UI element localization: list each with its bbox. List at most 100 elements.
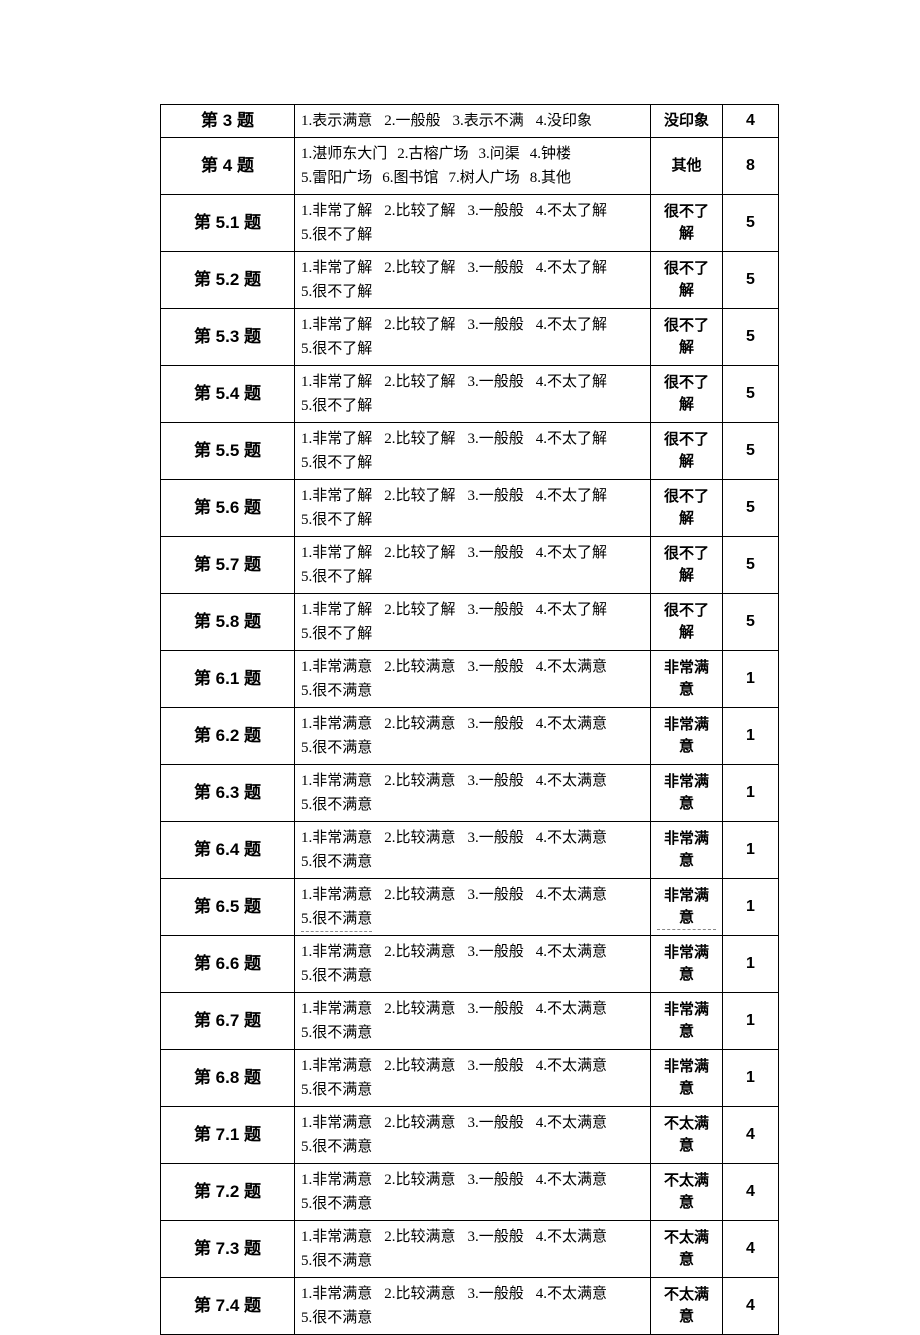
question-number: 第 7.3 题 — [161, 1221, 295, 1278]
question-number: 第 5.8 题 — [161, 594, 295, 651]
question-number: 第 6.2 题 — [161, 708, 295, 765]
question-number: 第 6.3 题 — [161, 765, 295, 822]
table-row: 第 7.1 题1.非常满意2.比较满意3.一般般4.不太满意5.很不满意不太满意… — [161, 1107, 779, 1164]
question-options: 1.非常了解2.比较了解3.一般般4.不太了解5.很不了解 — [295, 423, 651, 480]
answer-text: 很不了解 — [651, 423, 723, 480]
question-number: 第 5.1 题 — [161, 195, 295, 252]
question-options: 1.非常了解2.比较了解3.一般般4.不太了解5.很不了解 — [295, 366, 651, 423]
answer-text: 非常满意 — [651, 651, 723, 708]
table-row: 第 6.8 题1.非常满意2.比较满意3.一般般4.不太满意5.很不满意非常满意… — [161, 1050, 779, 1107]
answer-code: 5 — [723, 537, 779, 594]
question-options: 1.非常满意2.比较满意3.一般般4.不太满意5.很不满意 — [295, 993, 651, 1050]
question-number: 第 3 题 — [161, 105, 295, 138]
question-options: 1.非常满意2.比较满意3.一般般4.不太满意5.很不满意 — [295, 1221, 651, 1278]
table-row: 第 5.2 题1.非常了解2.比较了解3.一般般4.不太了解5.很不了解很不了解… — [161, 252, 779, 309]
answer-text: 非常满意 — [651, 822, 723, 879]
question-number: 第 6.8 题 — [161, 1050, 295, 1107]
table-row: 第 6.5 题1.非常满意2.比较满意3.一般般4.不太满意5.很不满意非常满意… — [161, 879, 779, 936]
answer-code: 8 — [723, 138, 779, 195]
table-row: 第 7.2 题1.非常满意2.比较满意3.一般般4.不太满意5.很不满意不太满意… — [161, 1164, 779, 1221]
table-row: 第 5.8 题1.非常了解2.比较了解3.一般般4.不太了解5.很不了解很不了解… — [161, 594, 779, 651]
answer-code: 1 — [723, 765, 779, 822]
document-page: 第 3 题1.表示满意2.一般般3.表示不满4.没印象没印象4第 4 题1.湛师… — [0, 0, 920, 1335]
question-number: 第 7.1 题 — [161, 1107, 295, 1164]
answer-text: 很不了解 — [651, 594, 723, 651]
question-options: 1.非常了解2.比较了解3.一般般4.不太了解5.很不了解 — [295, 309, 651, 366]
answer-code: 4 — [723, 1164, 779, 1221]
table-row: 第 6.2 题1.非常满意2.比较满意3.一般般4.不太满意5.很不满意非常满意… — [161, 708, 779, 765]
answer-text: 很不了解 — [651, 537, 723, 594]
answer-text: 不太满意 — [651, 1278, 723, 1335]
answer-code: 5 — [723, 252, 779, 309]
answer-text: 非常满意 — [651, 936, 723, 993]
table-row: 第 5.3 题1.非常了解2.比较了解3.一般般4.不太了解5.很不了解很不了解… — [161, 309, 779, 366]
question-options: 1.非常满意2.比较满意3.一般般4.不太满意5.很不满意 — [295, 1278, 651, 1335]
question-number: 第 6.6 题 — [161, 936, 295, 993]
question-number: 第 5.3 题 — [161, 309, 295, 366]
question-options: 1.非常满意2.比较满意3.一般般4.不太满意5.很不满意 — [295, 708, 651, 765]
question-options: 1.非常满意2.比较满意3.一般般4.不太满意5.很不满意 — [295, 651, 651, 708]
answer-code: 1 — [723, 936, 779, 993]
question-number: 第 5.7 题 — [161, 537, 295, 594]
table-row: 第 5.1 题1.非常了解2.比较了解3.一般般4.不太了解5.很不了解很不了解… — [161, 195, 779, 252]
answer-code: 4 — [723, 1278, 779, 1335]
answer-text: 不太满意 — [651, 1164, 723, 1221]
answer-text: 非常满意 — [651, 993, 723, 1050]
question-number: 第 6.4 题 — [161, 822, 295, 879]
table-row: 第 5.6 题1.非常了解2.比较了解3.一般般4.不太了解5.很不了解很不了解… — [161, 480, 779, 537]
answer-code: 5 — [723, 366, 779, 423]
question-options: 1.非常了解2.比较了解3.一般般4.不太了解5.很不了解 — [295, 594, 651, 651]
table-row: 第 5.7 题1.非常了解2.比较了解3.一般般4.不太了解5.很不了解很不了解… — [161, 537, 779, 594]
table-row: 第 5.4 题1.非常了解2.比较了解3.一般般4.不太了解5.很不了解很不了解… — [161, 366, 779, 423]
question-number: 第 5.5 题 — [161, 423, 295, 480]
question-options: 1.非常了解2.比较了解3.一般般4.不太了解5.很不了解 — [295, 252, 651, 309]
answer-code: 4 — [723, 1107, 779, 1164]
question-number: 第 7.4 题 — [161, 1278, 295, 1335]
question-options: 1.非常满意2.比较满意3.一般般4.不太满意5.很不满意 — [295, 822, 651, 879]
answer-text: 很不了解 — [651, 195, 723, 252]
question-options: 1.非常满意2.比较满意3.一般般4.不太满意5.很不满意 — [295, 1164, 651, 1221]
answer-code: 1 — [723, 993, 779, 1050]
question-number: 第 6.5 题 — [161, 879, 295, 936]
table-row: 第 7.3 题1.非常满意2.比较满意3.一般般4.不太满意5.很不满意不太满意… — [161, 1221, 779, 1278]
question-number: 第 6.1 题 — [161, 651, 295, 708]
question-options: 1.非常满意2.比较满意3.一般般4.不太满意5.很不满意 — [295, 1050, 651, 1107]
answer-code: 1 — [723, 708, 779, 765]
answer-text: 非常满意 — [651, 765, 723, 822]
answer-code: 5 — [723, 423, 779, 480]
question-options: 1.非常满意2.比较满意3.一般般4.不太满意5.很不满意 — [295, 936, 651, 993]
question-number: 第 4 题 — [161, 138, 295, 195]
question-options: 1.非常满意2.比较满意3.一般般4.不太满意5.很不满意 — [295, 765, 651, 822]
answer-text: 非常满意 — [651, 1050, 723, 1107]
answer-text: 非常满意 — [651, 879, 723, 936]
question-options: 1.非常满意2.比较满意3.一般般4.不太满意5.很不满意 — [295, 1107, 651, 1164]
table-row: 第 4 题1.湛师东大门2.古榕广场3.问渠4.钟楼5.雷阳广场6.图书馆7.树… — [161, 138, 779, 195]
question-options: 1.表示满意2.一般般3.表示不满4.没印象 — [295, 105, 651, 138]
question-number: 第 5.4 题 — [161, 366, 295, 423]
question-options: 1.非常了解2.比较了解3.一般般4.不太了解5.很不了解 — [295, 480, 651, 537]
answer-code: 1 — [723, 822, 779, 879]
answer-code: 5 — [723, 594, 779, 651]
answer-text: 很不了解 — [651, 480, 723, 537]
table-row: 第 6.4 题1.非常满意2.比较满意3.一般般4.不太满意5.很不满意非常满意… — [161, 822, 779, 879]
answer-text: 没印象 — [651, 105, 723, 138]
answer-code: 1 — [723, 1050, 779, 1107]
question-options: 1.非常了解2.比较了解3.一般般4.不太了解5.很不了解 — [295, 195, 651, 252]
answer-text: 非常满意 — [651, 708, 723, 765]
answer-code: 5 — [723, 195, 779, 252]
survey-table: 第 3 题1.表示满意2.一般般3.表示不满4.没印象没印象4第 4 题1.湛师… — [160, 104, 779, 1335]
answer-text: 很不了解 — [651, 309, 723, 366]
table-row: 第 6.6 题1.非常满意2.比较满意3.一般般4.不太满意5.很不满意非常满意… — [161, 936, 779, 993]
answer-text: 很不了解 — [651, 366, 723, 423]
answer-code: 5 — [723, 309, 779, 366]
survey-table-body: 第 3 题1.表示满意2.一般般3.表示不满4.没印象没印象4第 4 题1.湛师… — [161, 105, 779, 1335]
question-number: 第 5.6 题 — [161, 480, 295, 537]
table-row: 第 6.1 题1.非常满意2.比较满意3.一般般4.不太满意5.很不满意非常满意… — [161, 651, 779, 708]
table-row: 第 6.7 题1.非常满意2.比较满意3.一般般4.不太满意5.很不满意非常满意… — [161, 993, 779, 1050]
question-options: 1.湛师东大门2.古榕广场3.问渠4.钟楼5.雷阳广场6.图书馆7.树人广场8.… — [295, 138, 651, 195]
table-row: 第 3 题1.表示满意2.一般般3.表示不满4.没印象没印象4 — [161, 105, 779, 138]
question-number: 第 5.2 题 — [161, 252, 295, 309]
question-options: 1.非常满意2.比较满意3.一般般4.不太满意5.很不满意 — [295, 879, 651, 936]
answer-code: 4 — [723, 105, 779, 138]
answer-code: 1 — [723, 651, 779, 708]
